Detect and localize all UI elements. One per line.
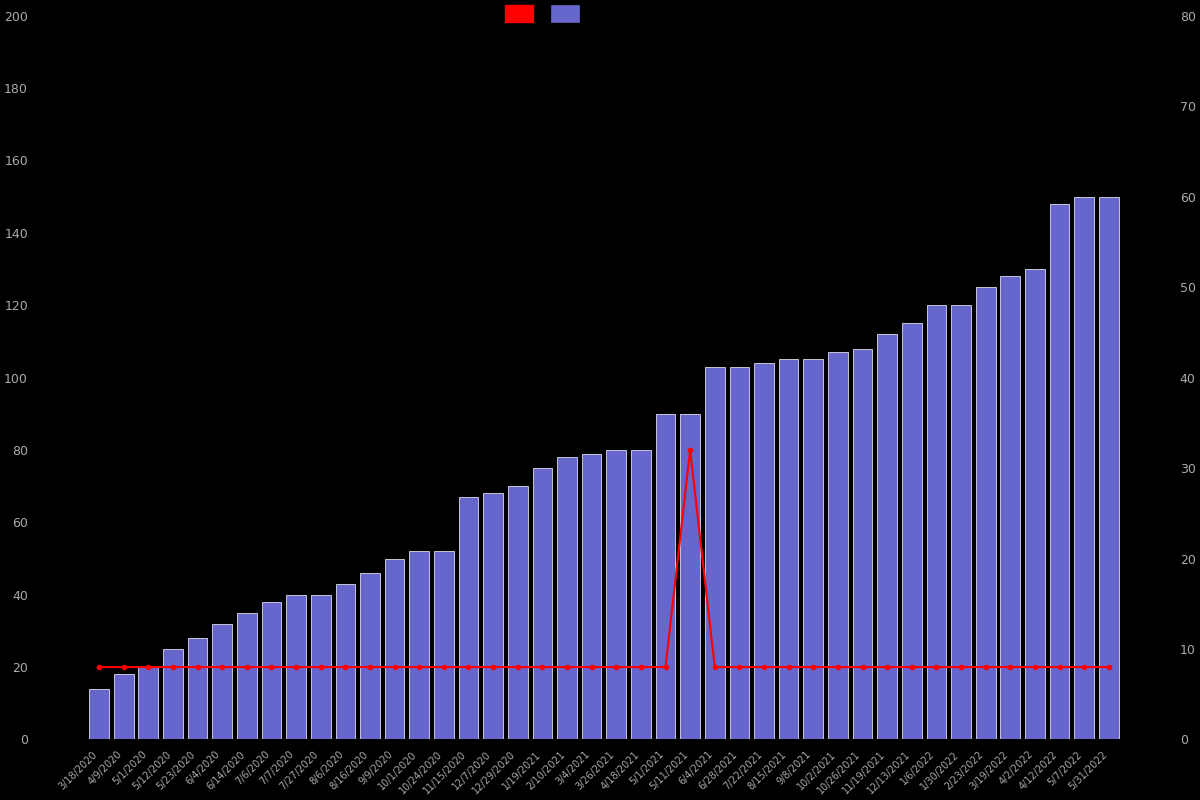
Bar (187, 638, 208, 739)
Bar (730, 366, 749, 739)
Bar (976, 287, 996, 739)
Bar (1074, 197, 1094, 739)
Bar (484, 494, 503, 739)
Bar (680, 414, 700, 739)
Bar (952, 305, 971, 739)
Bar (704, 366, 725, 739)
Bar (926, 305, 947, 739)
Bar (163, 649, 182, 739)
Bar (853, 349, 872, 739)
Bar (508, 486, 528, 739)
Bar (262, 602, 281, 739)
Bar (409, 551, 430, 739)
Bar (828, 352, 847, 739)
Bar (1001, 276, 1020, 739)
Bar (212, 624, 232, 739)
Legend: , : , (500, 1, 594, 26)
Bar (138, 667, 158, 739)
Bar (779, 359, 798, 739)
Bar (582, 454, 601, 739)
Bar (902, 323, 922, 739)
Bar (606, 450, 626, 739)
Bar (311, 594, 330, 739)
Bar (458, 497, 479, 739)
Bar (631, 450, 650, 739)
Bar (877, 334, 896, 739)
Bar (533, 468, 552, 739)
Bar (236, 613, 257, 739)
Bar (557, 457, 577, 739)
Bar (114, 674, 133, 739)
Bar (385, 558, 404, 739)
Bar (434, 551, 454, 739)
Bar (804, 359, 823, 739)
Bar (754, 363, 774, 739)
Bar (336, 584, 355, 739)
Bar (655, 414, 676, 739)
Bar (360, 573, 380, 739)
Bar (1050, 204, 1069, 739)
Bar (287, 594, 306, 739)
Bar (1025, 269, 1045, 739)
Bar (1099, 197, 1118, 739)
Bar (89, 689, 109, 739)
